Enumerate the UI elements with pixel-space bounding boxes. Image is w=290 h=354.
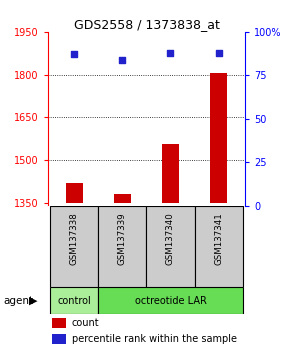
Title: GDS2558 / 1373838_at: GDS2558 / 1373838_at: [73, 18, 220, 31]
Text: count: count: [72, 318, 99, 328]
Text: control: control: [57, 296, 91, 306]
Bar: [50, 287, 98, 314]
Bar: [114, 194, 131, 203]
Bar: [52, 318, 66, 328]
Text: GSM137340: GSM137340: [166, 212, 175, 265]
Text: ▶: ▶: [29, 296, 37, 306]
Bar: [52, 334, 66, 344]
Text: GSM137341: GSM137341: [214, 212, 223, 265]
Bar: [162, 144, 179, 203]
Point: [120, 57, 125, 63]
Text: GSM137338: GSM137338: [70, 212, 79, 265]
Point: [168, 50, 173, 56]
Bar: [50, 206, 98, 287]
Text: agent: agent: [3, 296, 33, 306]
Bar: [195, 206, 243, 287]
Bar: [66, 183, 83, 203]
Bar: [210, 73, 227, 203]
Text: octreotide LAR: octreotide LAR: [135, 296, 206, 306]
Text: GSM137339: GSM137339: [118, 212, 127, 265]
Text: percentile rank within the sample: percentile rank within the sample: [72, 334, 237, 344]
Point: [72, 52, 77, 57]
Bar: [98, 206, 146, 287]
Point: [216, 50, 221, 56]
Bar: [98, 287, 243, 314]
Bar: [146, 206, 195, 287]
